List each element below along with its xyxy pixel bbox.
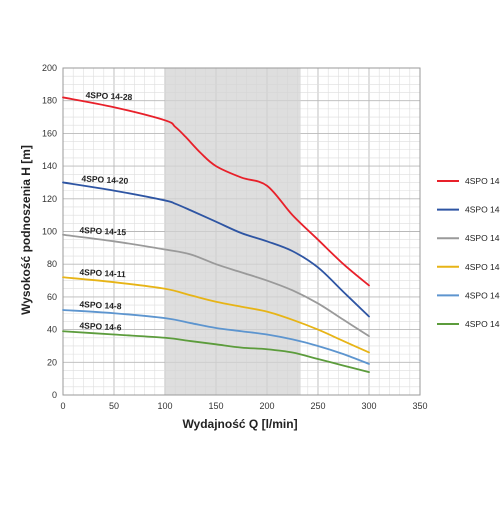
y-tick-label: 0	[52, 390, 57, 400]
series-line-4spo-14-20	[62, 181, 370, 318]
y-tick-label: 140	[42, 161, 57, 171]
y-tick-label: 20	[47, 357, 57, 367]
legend-entry-label: 4SPO 14-11	[465, 262, 500, 272]
series-lines	[62, 96, 370, 374]
series-line-4spo-14-15	[62, 233, 370, 338]
y-tick-label: 180	[42, 96, 57, 106]
curve-label: 4SPO 14-11	[79, 267, 126, 279]
y-tick-label: 100	[42, 227, 57, 237]
x-tick-label: 0	[60, 401, 65, 411]
x-axis-title: Wydajność Q [l/min]	[182, 417, 297, 431]
legend: 4SPO 14-28 4SPO 14-20 4SPO 14-15 4SPO 14-11…	[437, 176, 500, 329]
curve-label: 4SPO 14-6	[79, 320, 122, 332]
legend-entry-label: 4SPO 14-20	[465, 205, 500, 215]
legend-entry-label: 4SPO 14-8	[465, 290, 500, 300]
x-tick-label: 300	[361, 401, 376, 411]
y-tick-label: 160	[42, 128, 57, 138]
y-axis-title: Wysokość podnoszenia H [m]	[19, 145, 33, 315]
series-line-4spo-14-8	[62, 309, 370, 365]
tick-labels: 0 50 100 150 200 250 300 350 0 20 40 60 80 100 120 140 1…	[42, 63, 428, 411]
legend-entry-label: 4SPO 14-15	[465, 233, 500, 243]
y-tick-label: 40	[47, 325, 57, 335]
x-tick-label: 350	[412, 401, 427, 411]
legend-entry-label: 4SPO 14-28	[465, 176, 500, 186]
curve-label: 4SPO 14-20	[81, 173, 129, 185]
x-tick-label: 200	[259, 401, 274, 411]
x-tick-label: 150	[208, 401, 223, 411]
y-tick-label: 120	[42, 194, 57, 204]
y-tick-label: 80	[47, 259, 57, 269]
x-tick-label: 250	[310, 401, 325, 411]
y-tick-label: 200	[42, 63, 57, 73]
y-tick-label: 60	[47, 292, 57, 302]
plot-frame	[62, 67, 421, 396]
curve-labels: 4SPO 14-28 4SPO 14-20 4SPO 14-15 4SPO 14-11…	[79, 90, 133, 333]
curve-label: 4SPO 14-15	[79, 225, 127, 237]
legend-entry-label: 4SPO 14-6	[465, 319, 500, 329]
x-tick-label: 100	[157, 401, 172, 411]
series-line-4spo-14-6	[62, 330, 370, 374]
series-line-4spo-14-28	[62, 96, 370, 287]
x-tick-label: 50	[109, 401, 119, 411]
series-line-4spo-14-11	[62, 276, 370, 354]
axes	[62, 67, 421, 396]
curve-label: 4SPO 14-8	[79, 299, 122, 311]
curve-label: 4SPO 14-28	[85, 90, 133, 102]
